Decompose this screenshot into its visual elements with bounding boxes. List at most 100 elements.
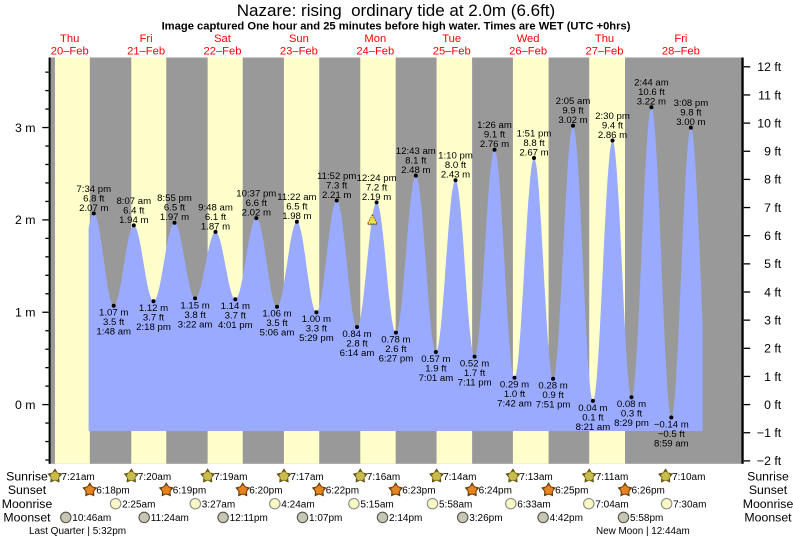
svg-text:7:14am: 7:14am bbox=[443, 472, 476, 483]
svg-text:−0.5 ft: −0.5 ft bbox=[658, 429, 685, 440]
svg-text:12 ft: 12 ft bbox=[757, 60, 782, 74]
svg-text:6:22pm: 6:22pm bbox=[326, 486, 359, 497]
svg-text:3.5 ft: 3.5 ft bbox=[266, 318, 288, 329]
svg-text:1:48 am: 1:48 am bbox=[96, 327, 131, 338]
svg-text:1.0 ft: 1.0 ft bbox=[504, 389, 526, 400]
svg-text:3.02 m: 3.02 m bbox=[558, 115, 587, 126]
svg-text:12:43 am: 12:43 am bbox=[396, 146, 436, 157]
svg-text:1:26 am: 1:26 am bbox=[477, 120, 512, 131]
svg-text:9.8 ft: 9.8 ft bbox=[680, 108, 702, 119]
svg-text:22–Feb: 22–Feb bbox=[204, 45, 242, 57]
svg-text:5:58pm: 5:58pm bbox=[630, 513, 663, 524]
svg-text:26–Feb: 26–Feb bbox=[509, 45, 547, 57]
svg-text:1.9 ft: 1.9 ft bbox=[425, 363, 447, 374]
svg-text:3.5 ft: 3.5 ft bbox=[103, 317, 125, 328]
svg-text:0.57 m: 0.57 m bbox=[421, 354, 450, 365]
svg-text:1.06 m: 1.06 m bbox=[262, 309, 291, 320]
svg-text:1.14 m: 1.14 m bbox=[221, 301, 250, 312]
svg-text:1.98 m: 1.98 m bbox=[282, 211, 311, 222]
svg-text:2:14pm: 2:14pm bbox=[389, 513, 422, 524]
svg-text:11:24am: 11:24am bbox=[151, 513, 189, 524]
svg-text:2.86 m: 2.86 m bbox=[598, 130, 627, 141]
svg-text:6:24pm: 6:24pm bbox=[479, 486, 512, 497]
svg-text:3.3 ft: 3.3 ft bbox=[306, 324, 328, 335]
svg-text:7:04am: 7:04am bbox=[595, 499, 628, 510]
svg-text:−2 ft: −2 ft bbox=[757, 454, 782, 468]
svg-text:0.28 m: 0.28 m bbox=[538, 381, 567, 392]
svg-text:2.76 m: 2.76 m bbox=[480, 139, 509, 150]
svg-text:2 m: 2 m bbox=[15, 213, 36, 227]
svg-text:12:11pm: 12:11pm bbox=[230, 513, 268, 524]
svg-text:2:05 am: 2:05 am bbox=[556, 96, 591, 107]
svg-text:3.7 ft: 3.7 ft bbox=[143, 313, 165, 324]
svg-text:5:29 pm: 5:29 pm bbox=[299, 333, 334, 344]
svg-text:Fri: Fri bbox=[140, 33, 153, 45]
svg-text:4:01 pm: 4:01 pm bbox=[218, 320, 253, 331]
svg-text:23–Feb: 23–Feb bbox=[280, 45, 318, 57]
svg-text:25–Feb: 25–Feb bbox=[433, 45, 471, 57]
svg-text:10 ft: 10 ft bbox=[757, 116, 782, 130]
svg-text:1:51 pm: 1:51 pm bbox=[517, 128, 552, 139]
svg-text:5:15am: 5:15am bbox=[360, 499, 393, 510]
svg-text:6.6 ft: 6.6 ft bbox=[246, 198, 268, 209]
svg-text:1 m: 1 m bbox=[15, 306, 36, 320]
svg-text:2.07 m: 2.07 m bbox=[79, 203, 108, 214]
svg-text:2.02 m: 2.02 m bbox=[242, 208, 271, 219]
svg-text:7.2 ft: 7.2 ft bbox=[366, 182, 388, 193]
svg-text:6.5 ft: 6.5 ft bbox=[164, 203, 186, 214]
svg-text:3:27am: 3:27am bbox=[202, 499, 235, 510]
svg-text:10:46am: 10:46am bbox=[72, 513, 111, 524]
svg-text:2 ft: 2 ft bbox=[764, 342, 782, 356]
svg-text:Moonrise: Moonrise bbox=[743, 497, 793, 511]
svg-text:2.6 ft: 2.6 ft bbox=[385, 344, 407, 355]
svg-text:1.00 m: 1.00 m bbox=[302, 314, 331, 325]
svg-text:8:29 pm: 8:29 pm bbox=[614, 418, 649, 429]
svg-text:8:59 am: 8:59 am bbox=[654, 438, 689, 449]
svg-text:28–Feb: 28–Feb bbox=[662, 45, 700, 57]
svg-text:0.08 m: 0.08 m bbox=[617, 399, 646, 410]
svg-text:6:20pm: 6:20pm bbox=[249, 486, 282, 497]
svg-text:11 ft: 11 ft bbox=[758, 88, 782, 102]
svg-text:6.8 ft: 6.8 ft bbox=[83, 193, 105, 204]
svg-text:Nazare: rising ordinary tide: Nazare: rising ordinary tide at 2.0m (6.… bbox=[237, 1, 555, 20]
svg-text:21–Feb: 21–Feb bbox=[127, 45, 165, 57]
svg-text:7:11 pm: 7:11 pm bbox=[458, 378, 492, 389]
svg-text:1.7 ft: 1.7 ft bbox=[464, 368, 486, 379]
svg-text:New Moon | 12:44am: New Moon | 12:44am bbox=[596, 526, 690, 537]
svg-text:2:30 pm: 2:30 pm bbox=[595, 111, 630, 122]
svg-text:9 ft: 9 ft bbox=[764, 145, 782, 159]
svg-text:2:25am: 2:25am bbox=[122, 499, 155, 510]
svg-text:Fri: Fri bbox=[674, 33, 687, 45]
svg-text:5:58am: 5:58am bbox=[439, 499, 472, 510]
svg-text:8.1 ft: 8.1 ft bbox=[405, 156, 427, 167]
svg-text:8:07 am: 8:07 am bbox=[116, 196, 151, 207]
svg-text:2.43 m: 2.43 m bbox=[441, 170, 470, 181]
svg-text:0 m: 0 m bbox=[15, 398, 36, 412]
svg-text:7:13am: 7:13am bbox=[519, 472, 552, 483]
svg-text:Sunset: Sunset bbox=[749, 483, 788, 497]
svg-text:7:11am: 7:11am bbox=[596, 472, 629, 483]
svg-text:8 ft: 8 ft bbox=[764, 173, 782, 187]
svg-text:20–Feb: 20–Feb bbox=[51, 45, 89, 57]
svg-text:0.78 m: 0.78 m bbox=[381, 335, 410, 346]
svg-text:7 ft: 7 ft bbox=[764, 201, 782, 215]
svg-text:8.8 ft: 8.8 ft bbox=[523, 138, 545, 149]
svg-text:8.0 ft: 8.0 ft bbox=[445, 160, 467, 171]
svg-text:4:42pm: 4:42pm bbox=[550, 513, 583, 524]
svg-text:Thu: Thu bbox=[595, 33, 614, 45]
svg-text:1.07 m: 1.07 m bbox=[99, 308, 128, 319]
svg-text:3 m: 3 m bbox=[15, 121, 36, 135]
svg-text:Sat: Sat bbox=[214, 33, 232, 45]
svg-text:7.3 ft: 7.3 ft bbox=[326, 180, 348, 191]
svg-text:0.52 m: 0.52 m bbox=[460, 359, 489, 370]
svg-text:0.29 m: 0.29 m bbox=[500, 380, 529, 391]
svg-text:6 ft: 6 ft bbox=[764, 229, 782, 243]
svg-text:3:08 pm: 3:08 pm bbox=[674, 98, 709, 109]
svg-text:Sun: Sun bbox=[289, 33, 309, 45]
svg-text:1.15 m: 1.15 m bbox=[180, 300, 209, 311]
svg-text:7:10am: 7:10am bbox=[672, 472, 705, 483]
svg-text:7:20am: 7:20am bbox=[138, 472, 171, 483]
svg-text:7:19am: 7:19am bbox=[214, 472, 247, 483]
svg-text:2.21 m: 2.21 m bbox=[322, 190, 351, 201]
svg-text:11:52 pm: 11:52 pm bbox=[317, 171, 356, 182]
